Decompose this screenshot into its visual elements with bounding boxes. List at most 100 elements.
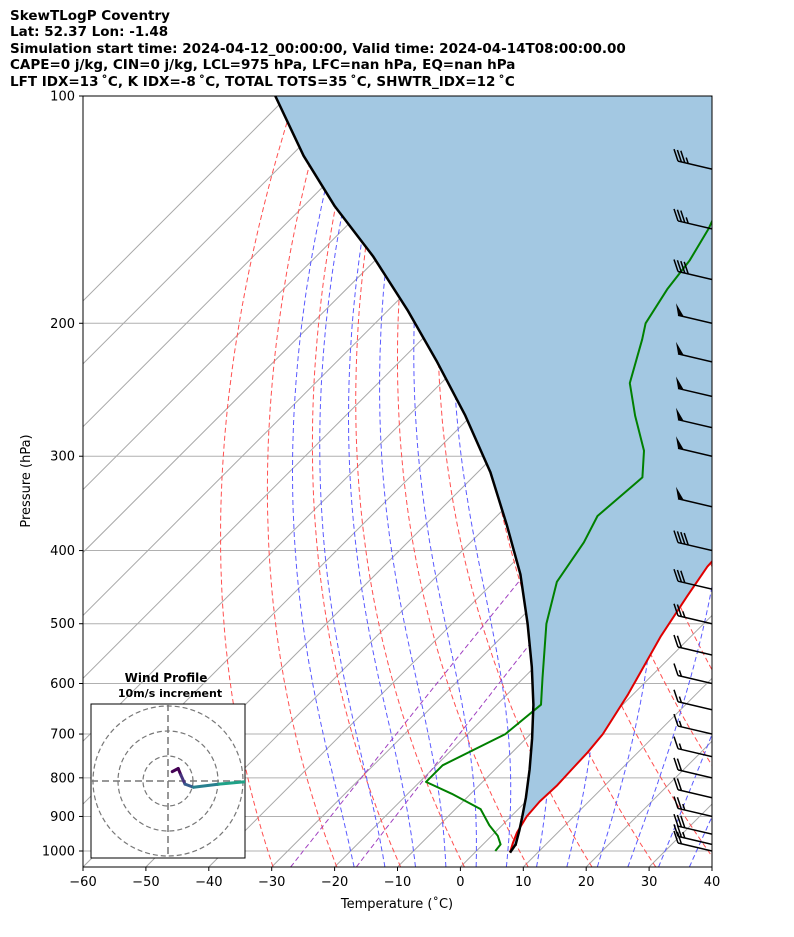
time-text: Simulation start time: 2024-04-12_00:00:… (10, 40, 626, 57)
barb-full (673, 813, 679, 827)
barb-full (676, 778, 683, 791)
barb-full (676, 797, 683, 810)
wind-barb (677, 77, 712, 97)
barb-half (678, 696, 683, 703)
location-text: Lat: 52.37 Lon: -1.48 (10, 24, 169, 41)
wind-barb (676, 376, 712, 398)
moist-adiabat (379, 96, 447, 867)
barb-staff (677, 825, 712, 835)
inset-title: Wind Profile (125, 671, 208, 685)
barb-full (676, 569, 683, 583)
barb-staff (677, 646, 712, 656)
barb-full (676, 209, 683, 222)
mixing-line (290, 550, 545, 867)
wind-barb (673, 148, 712, 170)
wind-barb (676, 486, 712, 508)
barb-full (680, 815, 686, 829)
barb-staff (677, 541, 712, 552)
y-tick-label: 300 (50, 450, 75, 465)
barb-flag (676, 436, 684, 450)
barb-staff (677, 220, 712, 230)
barb-staff (677, 788, 712, 799)
x-tick-label: 40 (704, 875, 721, 890)
barb-staff (677, 418, 712, 429)
barb-full (673, 530, 679, 543)
x-tick-label: −40 (195, 875, 222, 890)
profile-series (274, 96, 712, 854)
barb-staff (677, 835, 712, 846)
y-tick-label: 100 (50, 90, 75, 105)
wind-barb (673, 813, 712, 835)
barb-full (673, 713, 679, 727)
barb-full (673, 777, 679, 790)
moist-adiabat (720, 96, 794, 867)
moist-adiabat (413, 96, 477, 867)
barb-full (673, 824, 679, 837)
barb-staff (677, 353, 712, 363)
barb-staff (677, 580, 712, 590)
mixing-line (355, 550, 604, 867)
barb-staff (708, 96, 712, 97)
moist-adiabat (752, 96, 794, 867)
y-tick-label: 900 (50, 810, 75, 825)
barb-full (676, 149, 683, 163)
barb-full (673, 568, 679, 582)
isotherm (334, 488, 712, 867)
barb-half (682, 803, 686, 811)
barb-full (676, 831, 683, 845)
header: SkewTLogP Coventry Lat: 52.37 Lon: -1.48… (10, 8, 626, 90)
isotherm (83, 96, 415, 428)
isotherm (83, 96, 289, 302)
barb-flag (676, 407, 684, 422)
barb-half (678, 670, 683, 677)
isotherm (397, 551, 712, 867)
barb-staff (677, 747, 712, 758)
dry-adiabat (397, 96, 529, 867)
barb-full (673, 736, 679, 749)
chart-title: SkewTLogP Coventry (10, 8, 170, 24)
moist-adiabat (319, 96, 386, 867)
x-tick-label: 30 (641, 875, 658, 890)
barb-full (681, 78, 685, 90)
barb-staff (677, 701, 712, 711)
wind-barb (676, 407, 712, 429)
barb-full (673, 208, 679, 222)
y-tick-label: 500 (50, 617, 75, 632)
x-axis-label: Temperature (˚C) (340, 896, 453, 912)
hodograph-segment (183, 782, 195, 789)
moist-adiabat (348, 96, 416, 867)
barb-full (673, 830, 679, 844)
barb-full (676, 604, 683, 617)
barb-flag (676, 341, 684, 356)
x-tick-label: −50 (132, 875, 159, 890)
hodograph-segment (179, 773, 187, 786)
barb-half (678, 720, 683, 728)
wind-barb (673, 830, 712, 852)
barb-full (677, 77, 681, 89)
barb-staff (677, 614, 712, 625)
hodograph-segment (253, 780, 287, 781)
x-axis: −60 −50 −40 −30 −20 −10 0 10 20 30 40 (69, 867, 720, 890)
barb-full (680, 210, 686, 223)
dry-adiabat (355, 96, 465, 867)
barb-flag (676, 486, 684, 501)
barb-full (680, 531, 686, 545)
barb-staff (677, 807, 712, 818)
dry-adiabat (784, 96, 794, 867)
barb-half (682, 831, 686, 839)
barb-flag (676, 376, 684, 390)
wind-barb (673, 530, 712, 552)
barb-staff (677, 769, 712, 779)
barb-full (673, 757, 679, 771)
barb-full (680, 260, 686, 274)
isotherm (522, 677, 712, 867)
plot-area (83, 77, 794, 867)
barb-staff (677, 725, 712, 735)
x-tick-label: 0 (456, 875, 464, 890)
barb-full (673, 796, 679, 809)
barb-full (673, 663, 679, 676)
moist-adiabat (627, 96, 712, 867)
dry-adiabat (751, 96, 794, 867)
barb-staff (677, 674, 712, 685)
